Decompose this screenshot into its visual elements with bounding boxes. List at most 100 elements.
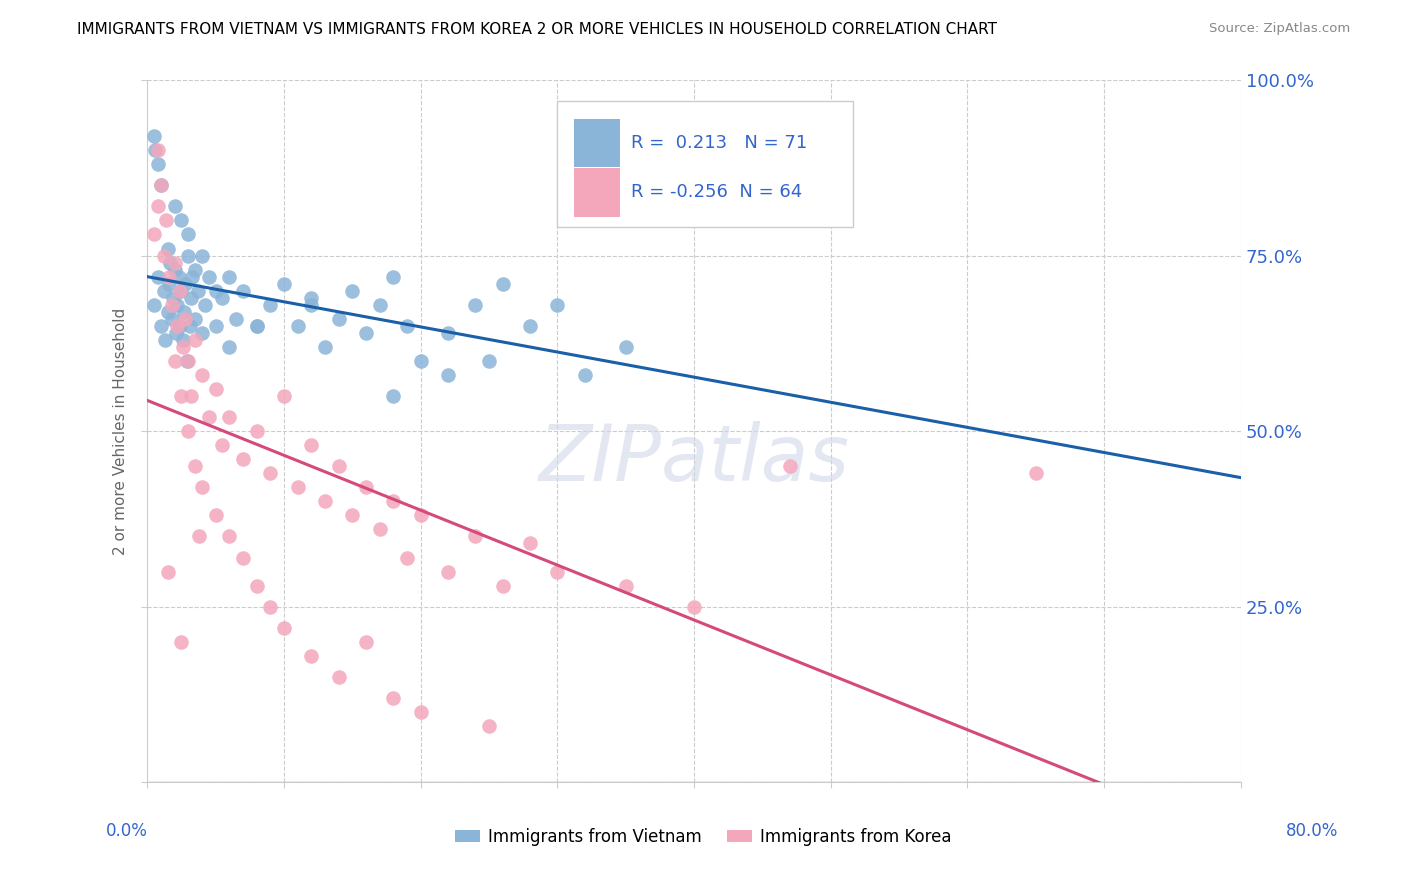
Point bbox=[177, 354, 200, 368]
Point bbox=[152, 284, 174, 298]
Point bbox=[409, 354, 432, 368]
Point bbox=[194, 298, 217, 312]
Text: IMMIGRANTS FROM VIETNAM VS IMMIGRANTS FROM KOREA 2 OR MORE VEHICLES IN HOUSEHOLD: IMMIGRANTS FROM VIETNAM VS IMMIGRANTS FR… bbox=[77, 22, 997, 37]
Point bbox=[177, 424, 200, 438]
Y-axis label: 2 or more Vehicles in Household: 2 or more Vehicles in Household bbox=[114, 308, 128, 555]
Point bbox=[342, 508, 364, 523]
Point bbox=[232, 284, 254, 298]
Point bbox=[184, 262, 207, 277]
Point bbox=[382, 269, 405, 284]
Point bbox=[464, 298, 486, 312]
Point bbox=[287, 480, 309, 494]
Point bbox=[464, 529, 486, 543]
Point bbox=[163, 199, 186, 213]
Point bbox=[232, 452, 254, 467]
Point bbox=[437, 326, 460, 340]
Point bbox=[287, 318, 309, 333]
Point bbox=[368, 523, 391, 537]
Point bbox=[176, 354, 198, 368]
Point bbox=[156, 304, 179, 318]
Point bbox=[683, 599, 706, 614]
Text: R = -0.256  N = 64: R = -0.256 N = 64 bbox=[630, 184, 801, 202]
Point bbox=[187, 284, 209, 298]
Point bbox=[546, 565, 568, 579]
Point bbox=[478, 719, 501, 733]
Point bbox=[204, 508, 226, 523]
Point bbox=[184, 459, 207, 474]
Point bbox=[146, 199, 169, 213]
Point bbox=[519, 536, 541, 550]
Point bbox=[299, 298, 322, 312]
Point bbox=[169, 284, 191, 298]
Point bbox=[204, 284, 226, 298]
Point bbox=[149, 178, 172, 193]
Point bbox=[204, 318, 226, 333]
Point bbox=[180, 291, 202, 305]
Point bbox=[191, 326, 214, 340]
Text: R =  0.213   N = 71: R = 0.213 N = 71 bbox=[630, 134, 807, 153]
Point bbox=[409, 705, 432, 719]
Point bbox=[179, 318, 201, 333]
Point bbox=[156, 565, 179, 579]
Legend: Immigrants from Vietnam, Immigrants from Korea: Immigrants from Vietnam, Immigrants from… bbox=[449, 822, 957, 853]
Point bbox=[328, 670, 350, 684]
Point bbox=[146, 143, 169, 157]
Point bbox=[211, 291, 233, 305]
Point bbox=[170, 389, 193, 403]
Point bbox=[218, 529, 240, 543]
Point bbox=[218, 269, 240, 284]
Point bbox=[245, 318, 267, 333]
Point bbox=[157, 277, 180, 291]
Point bbox=[177, 248, 200, 262]
Point bbox=[328, 459, 350, 474]
Point bbox=[166, 298, 188, 312]
Point bbox=[180, 389, 202, 403]
Point bbox=[184, 333, 207, 347]
Point bbox=[145, 143, 167, 157]
Point bbox=[232, 550, 254, 565]
Point bbox=[245, 579, 267, 593]
Point bbox=[259, 467, 281, 481]
Point bbox=[614, 340, 637, 354]
Point bbox=[163, 354, 186, 368]
Point bbox=[204, 382, 226, 396]
Point bbox=[191, 480, 214, 494]
Point bbox=[437, 368, 460, 382]
Point bbox=[382, 494, 405, 508]
Point bbox=[245, 318, 267, 333]
Point bbox=[314, 340, 336, 354]
Point bbox=[299, 438, 322, 452]
Point bbox=[299, 291, 322, 305]
Point bbox=[146, 157, 169, 171]
Point bbox=[779, 459, 801, 474]
Point bbox=[173, 304, 195, 318]
Point bbox=[172, 333, 194, 347]
Point bbox=[174, 311, 197, 326]
Point bbox=[172, 340, 194, 354]
Point bbox=[328, 311, 350, 326]
Text: Source: ZipAtlas.com: Source: ZipAtlas.com bbox=[1209, 22, 1350, 36]
Point bbox=[574, 368, 596, 382]
Point bbox=[546, 298, 568, 312]
Point bbox=[143, 298, 166, 312]
Point bbox=[155, 213, 177, 227]
Point bbox=[197, 410, 219, 425]
Point bbox=[170, 634, 193, 648]
Point bbox=[188, 529, 211, 543]
Point bbox=[395, 318, 418, 333]
Point bbox=[149, 318, 172, 333]
Point bbox=[167, 269, 190, 284]
Point bbox=[153, 333, 176, 347]
Point bbox=[160, 311, 183, 326]
Point bbox=[191, 368, 214, 382]
Point bbox=[437, 565, 460, 579]
Point bbox=[162, 291, 184, 305]
Point bbox=[156, 242, 179, 256]
Point bbox=[152, 248, 174, 262]
Point bbox=[218, 340, 240, 354]
Point bbox=[157, 269, 180, 284]
Point bbox=[169, 318, 191, 333]
Point bbox=[342, 284, 364, 298]
Point bbox=[149, 178, 172, 193]
Point bbox=[491, 277, 513, 291]
